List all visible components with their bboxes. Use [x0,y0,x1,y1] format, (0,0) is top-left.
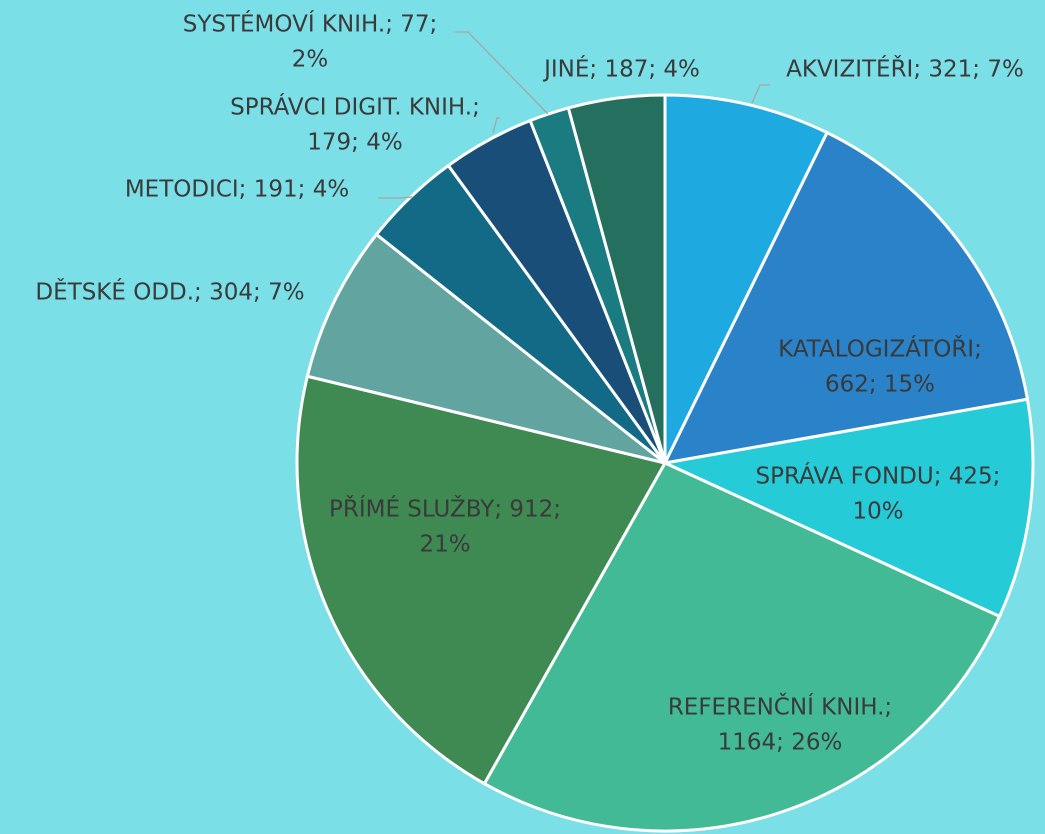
data-label: KATALOGIZÁTOŘI; [778,335,982,363]
data-label: SPRÁVCI DIGIT. KNIH.; [230,93,480,121]
data-label: AKVIZITÉŘI; 321; 7% [786,55,1024,83]
data-label: 21% [419,532,470,558]
data-label: JINÉ; 187; 4% [542,55,700,83]
pie-slice [305,232,666,465]
data-label: 2% [292,47,329,73]
data-label: SYSTÉMOVÍ KNIH.; 77; [183,10,438,38]
pie-slice [663,93,830,464]
data-label: DĚTSKÉ ODD.; 304; 7% [35,278,304,306]
pie-slice [566,93,667,464]
leader-line [378,196,413,199]
data-label: 10% [852,499,903,525]
pie-slice [659,397,1035,619]
data-label: 1164; 26% [718,730,843,756]
data-label: 179; 4% [307,130,402,156]
data-label: REFERENČNÍ KNIH.; [668,693,892,721]
leader-line [455,31,549,115]
pie-slice [662,130,1030,465]
data-label: METODICI; 191; 4% [125,177,349,203]
data-label: 662; 15% [825,372,935,398]
data-label: PŘÍMÉ SLUŽBY; 912; [329,495,561,523]
pie-slice [295,374,668,786]
leader-line [751,84,770,104]
leader-line [492,117,500,134]
data-label: SPRÁVA FONDU; 425; [756,462,1001,490]
